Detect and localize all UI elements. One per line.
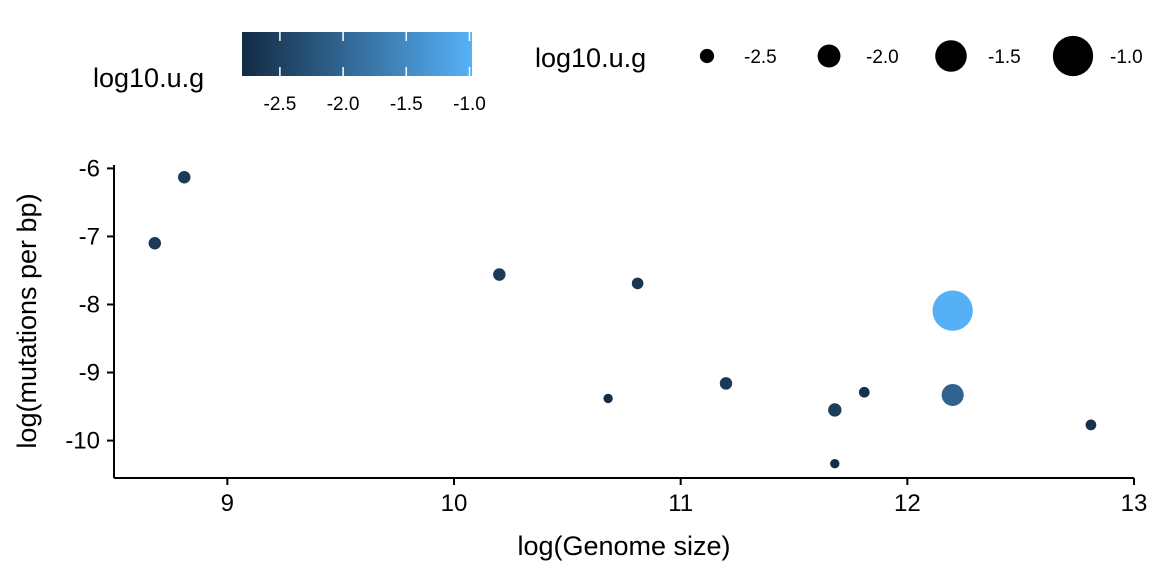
size-legend-key xyxy=(817,44,841,68)
color-bar-tick-label: -2.0 xyxy=(327,94,360,115)
x-tick-label: 10 xyxy=(441,490,468,517)
data-point xyxy=(178,171,191,184)
data-point xyxy=(719,377,733,390)
size-legend-label: -2.5 xyxy=(744,47,777,68)
y-axis-title: log(mutations per bp) xyxy=(12,193,42,448)
data-point xyxy=(148,237,162,250)
data-point xyxy=(830,459,840,469)
data-point xyxy=(941,383,964,407)
data-point xyxy=(603,393,613,404)
y-tick-label: -6 xyxy=(79,155,100,182)
data-point xyxy=(932,290,973,331)
y-tick-label: -8 xyxy=(79,291,100,318)
size-legend-label: -2.0 xyxy=(866,47,899,68)
color-bar xyxy=(242,32,472,76)
color-bar-tick-label: -1.5 xyxy=(390,94,423,115)
data-point xyxy=(493,268,506,281)
x-tick-label: 13 xyxy=(1121,490,1148,517)
color-legend-title: log10.u.g xyxy=(93,63,204,93)
size-legend-title: log10.u.g xyxy=(535,43,646,73)
data-point xyxy=(858,386,870,398)
x-tick-label: 12 xyxy=(894,490,921,517)
x-axis-title: log(Genome size) xyxy=(517,531,730,561)
color-bar-tick-label: -1.0 xyxy=(453,94,486,115)
data-point xyxy=(828,403,842,417)
data-point xyxy=(631,277,644,290)
size-legend-key xyxy=(699,48,715,64)
size-legend: log10.u.g -2.5 -2.0 -1.5 -1.0 xyxy=(535,35,1143,77)
data-point xyxy=(1085,419,1097,431)
color-legend: log10.u.g -2.5 -2.0 -1.5 -1.0 xyxy=(93,32,486,115)
size-legend-key xyxy=(935,40,967,72)
size-legend-label: -1.0 xyxy=(1110,47,1143,68)
y-tick-label: -7 xyxy=(79,223,100,250)
size-legend-key xyxy=(1052,35,1094,77)
x-tick-label: 11 xyxy=(668,490,693,517)
size-legend-label: -1.5 xyxy=(988,47,1021,68)
y-tick-label: -10 xyxy=(65,428,100,455)
x-tick-label: 9 xyxy=(221,490,234,517)
plot-area: 9 10 11 12 13 -6 -7 -8 -9 -10 xyxy=(65,155,1147,517)
y-tick-label: -9 xyxy=(79,360,100,387)
color-bar-tick-label: -2.5 xyxy=(264,94,297,115)
